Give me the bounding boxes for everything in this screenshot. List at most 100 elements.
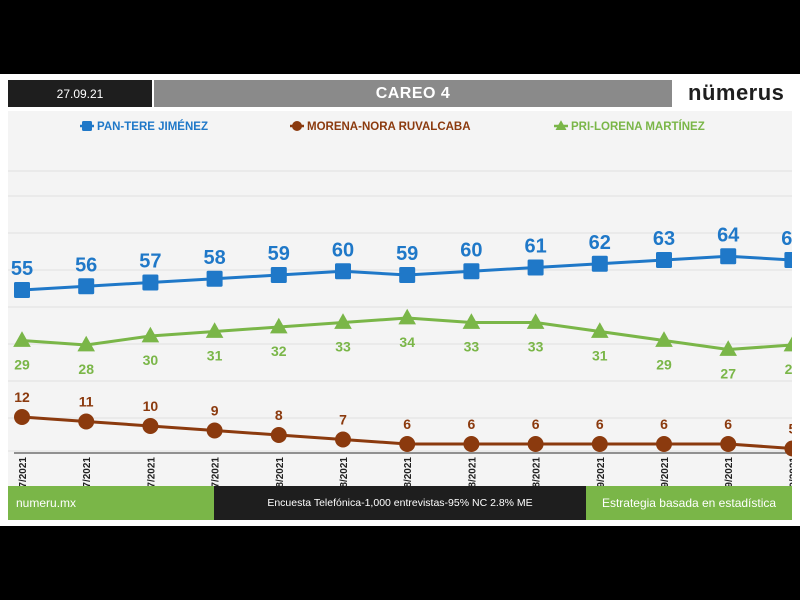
data-label: 64: [717, 224, 740, 246]
data-point: [591, 255, 608, 272]
data-label: 29: [14, 357, 30, 373]
data-point: [784, 440, 792, 457]
data-point: [399, 267, 416, 283]
data-point: [270, 427, 287, 443]
data-label: 11: [79, 394, 94, 410]
legend-marker: [555, 120, 567, 130]
legend-marker: [292, 121, 302, 131]
data-point: [78, 413, 95, 430]
data-point: [142, 274, 159, 291]
data-point: [399, 436, 416, 452]
chart-title: CAREO 4: [154, 80, 672, 107]
x-tick-label: 25/07/2021: [211, 457, 222, 486]
legend-marker: [82, 121, 92, 131]
data-point: [720, 248, 737, 265]
header-date: 27.09.21: [8, 80, 152, 107]
data-point: [335, 431, 351, 448]
x-tick-label: 19/09/2021: [724, 457, 735, 486]
x-tick-label: 29/08/2021: [532, 457, 543, 486]
x-tick-label: 05/09/2021: [596, 457, 607, 486]
legend-label: MORENA-NORA RUVALCABA: [307, 121, 471, 133]
data-label: 12: [14, 389, 30, 405]
data-label: 6: [596, 416, 604, 432]
data-point: [463, 263, 480, 280]
data-label: 6: [403, 416, 411, 432]
x-tick-label: 01/08/2021: [275, 457, 286, 486]
data-point: [656, 252, 672, 268]
data-point: [591, 436, 608, 452]
data-label: 30: [143, 352, 159, 368]
data-label: 8: [275, 407, 283, 423]
data-point: [334, 313, 352, 329]
x-tick-label: 11/07/2021: [82, 457, 93, 486]
data-point: [205, 322, 224, 338]
line-chart: PAN-TERE JIMÉNEZ MORENA-NORA RUVALCABA PRI…: [8, 120, 792, 486]
data-point: [656, 436, 672, 452]
data-label: 58: [203, 247, 225, 269]
data-label: 28: [78, 361, 94, 377]
data-point: [783, 336, 792, 352]
data-point: [14, 409, 30, 425]
data-point: [784, 252, 792, 268]
data-point: [591, 322, 609, 338]
numerus-logo: nümerus: [674, 78, 792, 109]
data-point: [527, 259, 544, 276]
data-label: 57: [139, 251, 161, 273]
data-label: 32: [271, 343, 287, 359]
data-label: 6: [724, 416, 732, 432]
data-point: [527, 436, 544, 452]
data-label: 27: [720, 366, 736, 382]
data-label: 59: [268, 243, 290, 265]
x-tick-label: 12/09/2021: [660, 457, 671, 486]
data-point: [270, 317, 288, 334]
data-label: 34: [399, 334, 415, 350]
x-tick-label: 04/07/2021: [18, 457, 29, 486]
data-point: [462, 313, 481, 329]
data-label: 33: [335, 339, 351, 355]
x-tick-label: 08/08/2021: [339, 457, 350, 486]
footer-survey-info: Encuesta Telefónica-1,000 entrevistas-95…: [214, 486, 586, 520]
data-label: 33: [464, 339, 480, 355]
data-point: [14, 282, 30, 298]
data-label: 59: [396, 243, 418, 265]
data-label: 28: [785, 361, 792, 377]
data-label: 63: [781, 228, 792, 250]
data-label: 63: [653, 228, 675, 250]
data-label: 29: [656, 357, 672, 373]
data-point: [141, 326, 160, 343]
footer-tagline: Estrategia basada en estadística: [586, 486, 792, 520]
x-tick-label: 22/08/2021: [467, 457, 478, 486]
data-point: [335, 263, 351, 280]
data-point: [77, 335, 95, 352]
data-point: [719, 340, 737, 356]
data-label: 6: [660, 416, 668, 432]
x-tick-label: 26/09/2021: [788, 457, 792, 486]
data-label: 6: [468, 416, 476, 432]
logo-text: nümerus: [688, 80, 785, 105]
data-point: [398, 308, 416, 325]
data-point: [720, 436, 737, 452]
data-label: 7: [339, 412, 347, 428]
data-label: 56: [75, 254, 97, 276]
data-label: 61: [524, 236, 546, 258]
data-point: [270, 267, 287, 283]
data-point: [526, 313, 545, 329]
data-label: 33: [528, 339, 544, 355]
data-label: 6: [532, 416, 540, 432]
x-tick-label: 18/07/2021: [146, 457, 157, 486]
slide: 27.09.21 CAREO 4 nümerus PAN-TERE JIMÉNE…: [0, 74, 800, 526]
data-label: 9: [211, 403, 219, 419]
data-point: [142, 418, 159, 434]
data-label: 60: [332, 239, 354, 261]
data-point: [206, 422, 223, 439]
data-point: [206, 270, 223, 287]
legend-label: PRI-LORENA MARTÍNEZ: [571, 120, 705, 133]
chart-area: PAN-TERE JIMÉNEZ MORENA-NORA RUVALCABA PRI…: [8, 111, 792, 486]
footer-website: numeru.mx: [8, 486, 214, 520]
data-label: 10: [143, 398, 159, 414]
legend-label: PAN-TERE JIMÉNEZ: [97, 120, 208, 133]
data-label: 62: [589, 232, 611, 254]
data-label: 31: [592, 348, 608, 364]
data-label: 31: [207, 348, 223, 364]
data-label: 55: [11, 258, 33, 280]
